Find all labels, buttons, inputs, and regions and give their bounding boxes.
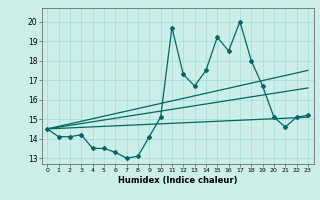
X-axis label: Humidex (Indice chaleur): Humidex (Indice chaleur) (118, 176, 237, 185)
